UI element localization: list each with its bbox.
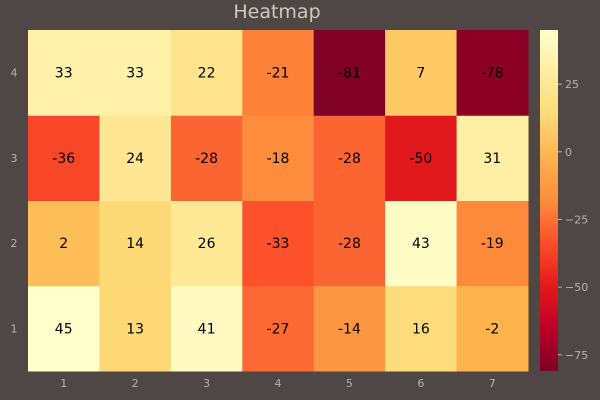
cell-value-label: 33 — [55, 66, 73, 82]
heatmap-cell — [99, 115, 172, 201]
heatmap-cell — [313, 115, 386, 201]
cell-value-label: 13 — [126, 321, 144, 337]
heatmap-cell — [456, 285, 529, 372]
heatmap-cell — [313, 285, 386, 372]
heatmap-cell — [385, 30, 458, 116]
heatmap-cell — [313, 30, 386, 116]
heatmap-cell — [170, 200, 243, 287]
heatmap-cell — [242, 30, 315, 116]
y-tick-label: 4 — [11, 67, 18, 80]
x-tick-label: 2 — [132, 377, 139, 390]
heatmap-cell — [28, 115, 100, 201]
heatmap-cell — [313, 200, 386, 287]
colorbar-tick-label: 0 — [565, 146, 572, 159]
colorbar-tick-label: −25 — [565, 213, 588, 226]
cell-value-label: -18 — [267, 151, 290, 167]
y-tick-label: 3 — [11, 152, 18, 165]
cell-value-label: 41 — [198, 321, 216, 337]
cell-value-label: 7 — [416, 66, 425, 82]
cell-value-label: 22 — [198, 66, 216, 82]
heatmap-cell — [385, 115, 458, 201]
heatmap-cell — [242, 285, 315, 372]
x-tick-label: 7 — [489, 377, 496, 390]
cell-value-label: -81 — [338, 66, 361, 82]
cell-value-label: 2 — [59, 236, 68, 252]
colorbar-tick-label: −50 — [565, 281, 588, 294]
heatmap-cell — [242, 200, 315, 287]
cell-value-label: 31 — [483, 151, 501, 167]
cell-value-label: -33 — [267, 236, 290, 252]
heatmap-cell — [385, 285, 458, 372]
x-tick-label: 3 — [203, 377, 210, 390]
cell-value-label: -14 — [338, 321, 361, 337]
cell-value-label: 14 — [126, 236, 144, 252]
cell-value-label: -19 — [481, 236, 504, 252]
heatmap-cell — [99, 285, 172, 372]
heatmap-cell — [28, 285, 100, 372]
heatmap-cells — [28, 30, 529, 372]
heatmap-cell — [170, 285, 243, 372]
x-axis-ticks: 1 2 3 4 5 6 7 — [60, 377, 496, 390]
cell-value-label: 16 — [412, 321, 430, 337]
x-tick-label: 4 — [275, 377, 282, 390]
x-tick-label: 5 — [346, 377, 353, 390]
heatmap-cell — [385, 200, 458, 287]
cell-value-label: -27 — [267, 321, 290, 337]
colorbar: 25 0 −25 −50 −75 — [540, 30, 588, 371]
cell-value-label: -28 — [338, 151, 361, 167]
cell-value-label: -21 — [267, 66, 290, 82]
heatmap-cell — [170, 115, 243, 201]
heatmap-cell — [170, 30, 243, 116]
cell-value-label: 43 — [412, 236, 430, 252]
cell-value-label: -36 — [52, 151, 75, 167]
cell-value-label: 26 — [198, 236, 216, 252]
heatmap-cell — [28, 200, 100, 287]
heatmap-cell — [242, 115, 315, 201]
cell-value-label: -28 — [338, 236, 361, 252]
y-tick-label: 1 — [11, 322, 18, 335]
heatmap-cell — [28, 30, 100, 116]
cell-value-label: 45 — [55, 321, 73, 337]
heatmap-cell — [456, 30, 529, 116]
y-axis-ticks: 1 2 3 4 — [11, 67, 18, 336]
heatmap-cell — [99, 200, 172, 287]
cell-value-label: -28 — [195, 151, 218, 167]
cell-labels: 45 13 41 -27 -14 16 -2 2 14 26 -33 -28 43 -19 -36 24 -28… — [52, 66, 503, 338]
colorbar-tick-label: 25 — [565, 78, 579, 91]
cell-value-label: 33 — [126, 66, 144, 82]
y-tick-label: 2 — [11, 237, 18, 250]
cell-value-label: 24 — [126, 151, 144, 167]
x-tick-label: 6 — [417, 377, 424, 390]
heatmap-cell — [456, 115, 529, 201]
cell-value-label: -78 — [481, 66, 504, 82]
heatmap-cell — [99, 30, 172, 116]
cell-value-label: -50 — [409, 151, 432, 167]
x-tick-label: 1 — [60, 377, 67, 390]
heatmap-cell — [456, 200, 529, 287]
cell-value-label: -2 — [485, 321, 499, 337]
colorbar-tick-label: −75 — [565, 349, 588, 362]
chart-title: Heatmap — [233, 1, 320, 23]
colorbar-gradient — [540, 30, 558, 371]
